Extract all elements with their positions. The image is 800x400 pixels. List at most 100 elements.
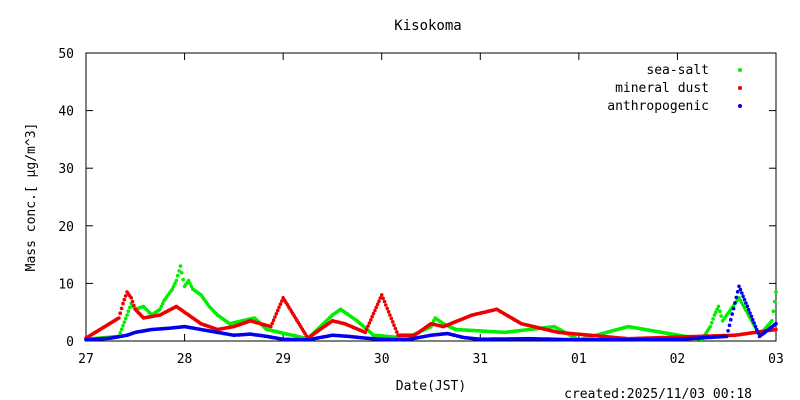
data-point [392,323,396,328]
data-points [84,264,778,342]
x-tick-label: 02 [670,352,686,367]
data-point [121,323,125,328]
data-point [733,301,737,305]
data-point [118,311,122,316]
series-anthropogenic [84,284,778,342]
data-point [371,311,376,316]
legend-marker [738,68,742,72]
data-point [750,317,755,322]
data-point [712,313,717,317]
y-tick-label: 50 [58,47,74,62]
data-point [173,281,177,286]
x-tick-label: 28 [177,352,193,367]
data-point [388,313,392,317]
data-point [132,303,136,308]
y-tick-label: 40 [58,105,74,120]
data-point [734,295,739,300]
legend-marker [738,86,742,90]
data-point [774,327,778,332]
data-point [119,327,124,332]
data-point [740,291,744,295]
data-point [274,312,279,316]
data-point [727,323,732,328]
x-tick-label: 03 [768,352,784,367]
data-point [718,309,722,314]
data-point [744,301,748,305]
data-point [755,327,759,332]
data-point [745,304,750,309]
data-point [123,316,128,321]
data-point [366,324,370,328]
data-point [711,317,715,321]
data-point [731,306,736,311]
data-point [175,273,180,278]
legend-label: mineral dust [615,81,709,96]
data-point [186,278,191,283]
data-point [177,269,181,273]
data-point [128,305,132,310]
plot-frame [85,52,777,342]
data-point [375,302,380,307]
data-point [269,324,273,329]
data-point [121,301,125,306]
data-point [709,321,714,325]
data-point [385,306,390,311]
data-point [752,321,756,325]
data-point [278,302,283,307]
data-point [770,319,774,323]
y-axis-label: Mass conc.[ μg/m^3] [24,123,39,272]
data-point [771,309,776,314]
data-point [729,317,733,322]
data-point [367,321,372,325]
data-point [393,326,398,331]
data-point [118,331,122,335]
data-point [749,314,754,319]
data-point [379,293,384,297]
data-point [122,297,127,302]
data-point [170,287,175,292]
data-point [737,284,741,289]
y-tick-label: 0 [66,335,74,350]
data-point [277,305,281,310]
x-tick-label: 29 [275,352,291,367]
data-point [158,307,162,312]
data-point [181,277,185,282]
data-point [381,296,385,301]
data-point [370,315,374,319]
data-point [125,313,129,317]
data-point [364,327,369,332]
data-point [774,321,778,326]
legend-label: anthropogenic [607,99,709,114]
data-point [395,330,399,334]
data-point [772,299,777,304]
data-point [753,324,758,329]
data-point [178,264,183,268]
data-point [129,296,133,300]
data-point [180,271,184,275]
data-point [741,294,745,299]
x-axis-label: Date(JST) [396,379,466,394]
data-point [159,304,164,309]
data-point [126,309,131,314]
y-tick-label: 10 [58,277,74,292]
data-point [273,315,277,319]
data-point [730,312,734,316]
data-point [280,299,284,303]
data-point [160,301,165,306]
data-point [117,316,121,320]
data-point [715,307,719,312]
data-point [174,278,179,283]
data-point [735,290,740,294]
x-tick-label: 31 [472,352,488,367]
data-point [748,311,752,315]
data-point [386,309,391,314]
data-point [390,320,395,324]
y-axis: 0 10 20 30 40 50 [58,47,776,350]
data-point [774,290,778,294]
legend: sea-salt mineral dust anthropogenic [607,63,742,114]
data-point [374,305,379,310]
data-point [724,334,729,339]
data-point [382,299,387,304]
data-point [378,296,383,300]
